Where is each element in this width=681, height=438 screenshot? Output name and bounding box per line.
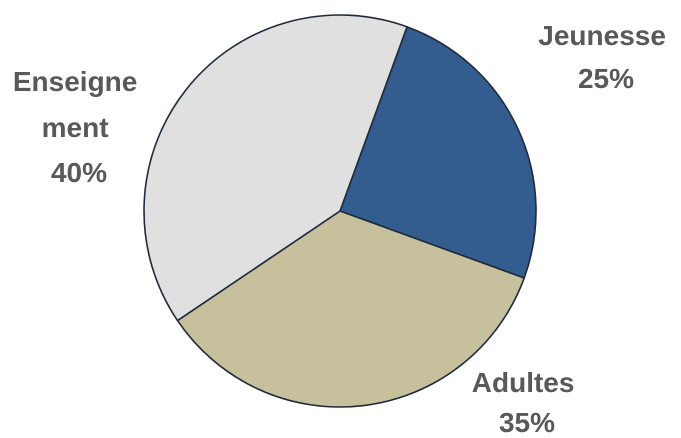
label-jeunesse-value: 25% xyxy=(578,63,634,94)
label-jeunesse: Jeunesse 25% xyxy=(538,20,673,94)
label-adultes-value: 35% xyxy=(499,407,555,438)
label-adultes: Adultes 35% xyxy=(472,367,582,438)
pie-slice-jeunesse xyxy=(339,26,537,279)
label-enseignement-line2: ment xyxy=(42,112,109,143)
label-adultes-name: Adultes xyxy=(472,367,575,398)
label-enseignement-line1: Enseigne xyxy=(13,66,137,97)
pie-slices xyxy=(143,14,537,408)
label-enseignement: Enseigne ment 40% xyxy=(13,66,145,188)
pie-slice-adultes xyxy=(176,210,525,408)
label-jeunesse-name: Jeunesse xyxy=(538,20,666,51)
pie-slice-enseignement xyxy=(143,14,408,322)
label-enseignement-value: 40% xyxy=(51,157,107,188)
